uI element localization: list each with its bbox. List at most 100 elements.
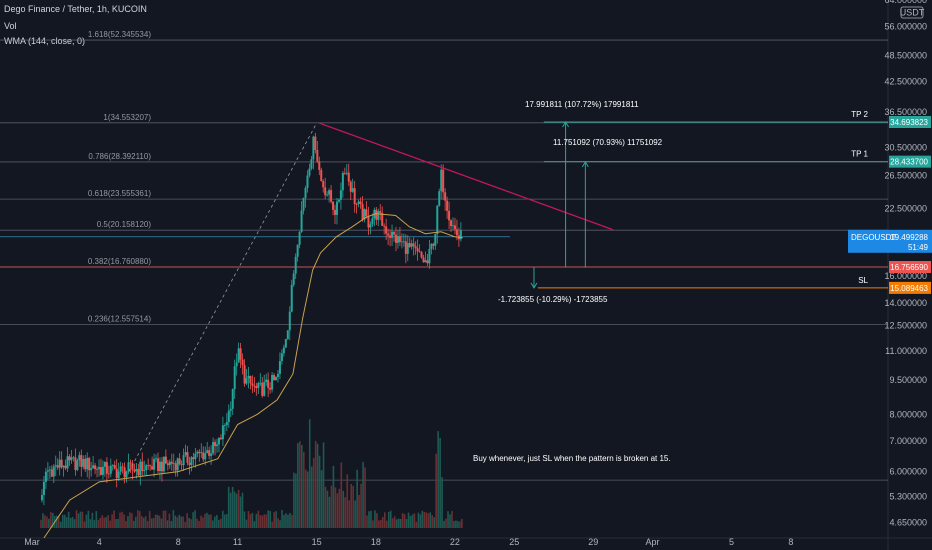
candle-body [217,437,220,445]
candle-body [294,256,297,274]
x-tick-label: 15 [312,537,322,547]
candle-body [347,172,350,182]
volume-bar [431,515,434,528]
volume-bar [127,516,129,528]
volume-bar [150,518,153,528]
volume-bar [123,514,125,528]
candle-body [119,466,122,472]
volume-bar [148,511,151,528]
wma-line[interactable] [43,213,463,539]
candle-body [394,234,397,243]
volume-bar [81,511,84,528]
candle-body [158,461,161,472]
current-price-tag[interactable] [848,229,932,253]
volume-bar [194,510,196,528]
candle-body [48,469,51,471]
volume-bar [283,514,285,528]
bar-countdown-label: 51:49 [908,243,929,252]
volume-bar [180,516,183,528]
volume-bar [223,514,226,528]
volume-bar [103,517,106,528]
volume-bar [372,520,374,528]
x-tick-label: 8 [788,537,793,547]
candle-body [450,220,453,227]
volume-bar [417,512,420,528]
red-level-price-tag-label: 16.756590 [890,263,928,272]
candle-body [326,194,329,196]
y-tick-label: 14.000000 [884,298,927,308]
volume-bar [85,514,88,528]
volume-bar [382,516,384,528]
candle-body [302,198,305,211]
volume-bar [174,515,177,528]
volume-bar [196,518,198,528]
candle-body [192,457,195,460]
volume-bar [162,510,165,528]
volume-bar [247,511,250,528]
volume-bar [243,511,246,528]
candle-body [410,243,413,247]
candle-body [432,243,435,246]
candle-body [127,462,130,472]
volume-bar [421,510,424,528]
candle-body [101,466,104,475]
volume-indicator-label[interactable]: Vol [4,21,17,31]
tp2-price-tag[interactable] [889,115,931,128]
descending-trendline[interactable] [318,122,614,231]
candle-body [288,311,291,331]
x-tick-label: 29 [588,537,598,547]
volume-bar [259,515,262,528]
sl-price-tag[interactable] [889,281,931,294]
volume-bar [164,510,167,528]
volume-bar [330,485,333,528]
volume-bar [204,513,206,528]
volume-bar [59,521,62,528]
volume-bar [233,491,236,528]
price-axis-panel[interactable] [888,0,932,550]
volume-bar [334,487,337,528]
candle-body [275,376,278,381]
volume-bar [50,512,52,528]
measure-label-sl: -1.723855 (-10.29%) -1723855 [498,295,608,304]
fib-level-label: 0.618(23.555361) [88,189,152,198]
volume-bar [391,518,394,528]
candle-body [383,225,386,227]
candle-body [253,385,256,387]
wma-indicator-label[interactable]: WMA (144, close, 0) [4,36,86,46]
volume-bar [376,513,378,528]
volume-bar [210,514,212,528]
candle-body [113,465,116,469]
measure-arrowhead [562,120,570,128]
volume-bar [302,451,305,528]
candle-body [107,473,110,475]
volume-bar [249,514,252,528]
fib-level-label: 0.236(12.557514) [88,314,152,323]
candle-body [88,457,91,471]
volume-bar [433,517,435,528]
volume-bar [304,469,307,528]
volume-bar [358,494,360,528]
candle-body [391,231,394,238]
candle-body [210,453,213,456]
volume-bar [459,521,461,528]
volume-bar [182,516,185,528]
volume-bar [461,518,463,528]
candle-body [216,444,219,447]
tp1-price-tag-label: 28.433700 [890,158,928,167]
volume-bar [324,486,327,528]
currency-badge[interactable] [900,6,924,19]
volume-bar [160,518,163,528]
volume-bar [235,493,238,528]
candle-body [129,462,132,464]
candle-body [371,218,374,225]
candle-body [430,243,433,249]
candle-body [310,159,313,169]
volume-bar [401,513,404,528]
candle-body [452,225,455,227]
tp1-price-tag[interactable] [889,155,931,168]
candle-body [76,460,79,470]
candle-body [239,348,242,360]
candle-body [284,338,287,348]
red-level-price-tag[interactable] [889,260,931,273]
